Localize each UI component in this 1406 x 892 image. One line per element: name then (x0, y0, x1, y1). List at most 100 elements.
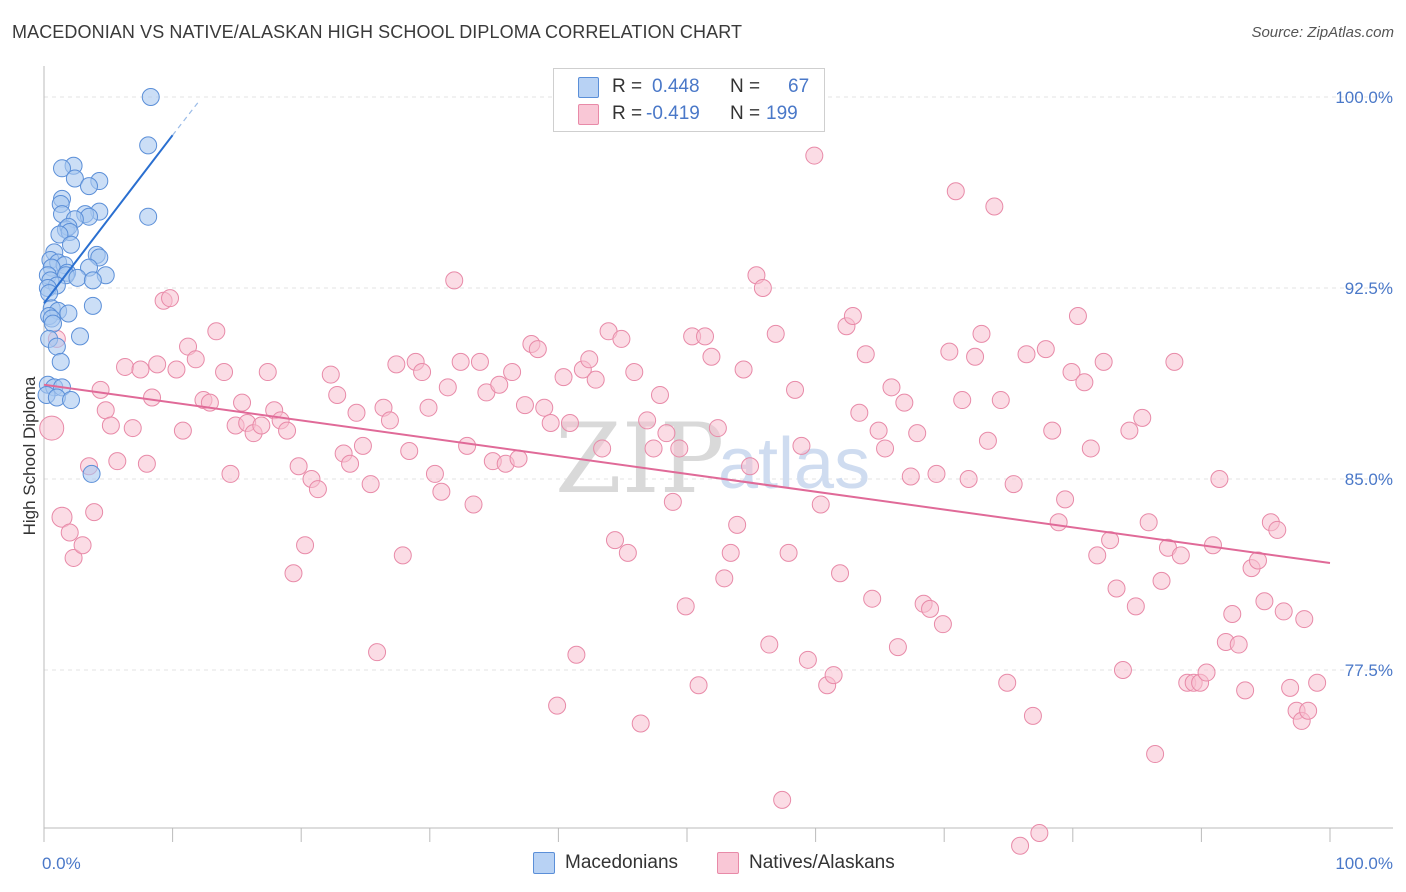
natives-point (1139, 513, 1158, 532)
natives-point (1146, 745, 1165, 764)
natives-point (137, 454, 156, 473)
macedonian-point (59, 304, 78, 323)
natives-point (432, 482, 451, 501)
natives-point (779, 543, 798, 562)
natives-point (966, 347, 985, 366)
legend-swatch-blue (578, 76, 599, 98)
legend-swatch-pink (578, 103, 599, 125)
natives-point (798, 650, 817, 669)
natives-point (1295, 610, 1314, 629)
natives-point (148, 355, 167, 374)
natives-point (1197, 663, 1216, 682)
bottom-legend-macedonians: Macedonians (533, 852, 678, 874)
macedonian-trend-extension (172, 101, 199, 136)
natives-point (167, 360, 186, 379)
natives-point (451, 352, 470, 371)
natives-point (824, 666, 843, 685)
natives-point (116, 357, 135, 376)
natives-point (438, 378, 457, 397)
natives-point (1152, 571, 1171, 590)
natives-point (131, 360, 150, 379)
natives-point (215, 363, 234, 382)
macedonian-point (71, 327, 90, 346)
natives-point (631, 714, 650, 733)
legend-r-value: 0.448 (652, 76, 700, 97)
natives-point (811, 495, 830, 514)
natives-point (856, 345, 875, 364)
bottom-swatch-pink (717, 852, 739, 874)
natives-point (708, 419, 727, 438)
axes (43, 66, 1393, 842)
natives-point (1171, 546, 1190, 565)
natives-point (1126, 597, 1145, 616)
x-tick-label-max: 100.0% (1335, 854, 1393, 873)
natives-point (554, 368, 573, 387)
natives-point (1268, 520, 1287, 539)
chart-title: MACEDONIAN VS NATIVE/ALASKAN HIGH SCHOOL… (12, 22, 743, 42)
macedonian-point (62, 391, 81, 410)
natives-point (1236, 681, 1255, 700)
natives-point (1274, 602, 1293, 621)
natives-point (1036, 340, 1055, 359)
natives-point (753, 279, 772, 297)
natives-point (1255, 592, 1274, 611)
y-tick-label: 100.0% (1335, 88, 1393, 107)
natives-point (186, 350, 205, 369)
natives-point (380, 411, 399, 430)
natives-point (400, 441, 419, 460)
legend-r-value: -0.419 (646, 103, 700, 124)
natives-point (831, 564, 850, 583)
natives-point (972, 324, 991, 343)
natives-point (96, 401, 115, 420)
natives-point (278, 421, 297, 440)
natives-point (361, 475, 380, 494)
natives-point (657, 424, 676, 443)
natives-point (927, 464, 946, 483)
natives-point (413, 363, 432, 382)
natives-point (1004, 475, 1023, 494)
natives-point (207, 322, 226, 341)
natives-point (869, 421, 888, 440)
macedonian-point (53, 159, 72, 178)
natives-point (548, 696, 567, 715)
tick-labels: 100.0% 92.5% 85.0% 77.5% 0.0% 100.0% (42, 88, 1393, 873)
natives-point (696, 327, 715, 346)
legend-n-label: N = (730, 103, 761, 124)
natives-point (289, 457, 308, 476)
macedonian-point (62, 235, 81, 254)
legend-n-value: 199 (766, 103, 798, 124)
natives-point (1308, 673, 1327, 692)
natives-point (328, 385, 347, 404)
natives-point (321, 365, 340, 384)
natives-point (1062, 363, 1081, 382)
natives-point (509, 449, 528, 468)
macedonian-point (83, 296, 102, 315)
natives-point (347, 403, 366, 422)
legend-n-value: 67 (788, 76, 810, 97)
natives-point (101, 416, 120, 435)
natives-point (233, 393, 252, 412)
natives-point (85, 503, 104, 522)
natives-point (73, 536, 92, 555)
natives-point (458, 436, 477, 455)
natives-point (1094, 352, 1113, 371)
natives-point (368, 643, 387, 662)
natives-point (51, 506, 73, 528)
natives-point (734, 360, 753, 379)
natives-point (978, 431, 997, 450)
natives-point (353, 436, 372, 455)
natives-point (728, 515, 747, 534)
natives-point (503, 363, 522, 382)
bottom-legend-label: Macedonians (565, 852, 679, 873)
natives-point (843, 307, 862, 326)
natives-point (296, 536, 315, 555)
natives-point (1299, 701, 1318, 720)
y-tick-label: 77.5% (1345, 661, 1393, 680)
natives-point (419, 398, 438, 417)
natives-point (1210, 470, 1229, 488)
bottom-swatch-blue (533, 852, 555, 874)
natives-point (644, 439, 663, 458)
natives-point (998, 673, 1017, 692)
natives-point (39, 415, 65, 441)
natives-point (1165, 352, 1184, 371)
